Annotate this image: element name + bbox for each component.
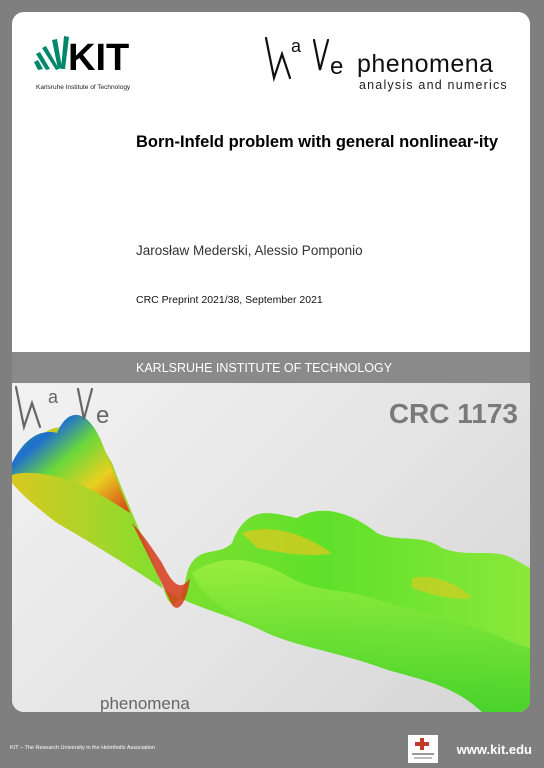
footer-association-text: KIT – The Research University in the Hel… <box>10 745 156 751</box>
cover-logo-title: phenomena <box>100 694 190 712</box>
svg-text:e: e <box>96 402 109 429</box>
svg-text:e: e <box>330 53 343 80</box>
wave-logo-subtitle: analysis and numerics <box>359 78 508 92</box>
paper-authors: Jarosław Mederski, Alessio Pomponio <box>136 243 363 258</box>
wave-surface-illustration <box>12 414 530 712</box>
footer-website-link[interactable]: www.kit.edu <box>456 742 532 757</box>
institute-banner-text: KARLSRUHE INSTITUTE OF TECHNOLOGY <box>136 361 393 375</box>
institute-banner: KARLSRUHE INSTITUTE OF TECHNOLOGY <box>12 352 530 383</box>
preprint-info: CRC Preprint 2021/38, September 2021 <box>136 294 323 306</box>
wave-phenomena-logo: a e phenomena analysis and numerics <box>262 32 522 92</box>
kit-logo-mark: KIT <box>34 36 129 79</box>
kit-subtitle: Karlsruhe Institute of Technology <box>36 84 131 91</box>
svg-text:a: a <box>48 387 59 407</box>
cover-page: KIT Karlsruhe Institute of Technology a … <box>12 12 530 712</box>
cover-image: CRC 1173 a e phenomena <box>12 383 530 712</box>
kit-logo: KIT Karlsruhe Institute of Technology <box>34 32 154 94</box>
wave-glyph-icon: a e <box>264 36 343 83</box>
svg-text:a: a <box>291 36 302 56</box>
paper-title: Born-Infeld problem with general nonline… <box>136 133 499 151</box>
seal-icon <box>412 738 434 759</box>
wave-small-glyph-icon: a e <box>14 385 109 432</box>
crc-label: CRC 1173 <box>388 398 518 429</box>
helmholtz-seal <box>408 735 438 763</box>
wave-logo-title: phenomena <box>357 50 494 78</box>
kit-letters: KIT <box>68 37 129 79</box>
